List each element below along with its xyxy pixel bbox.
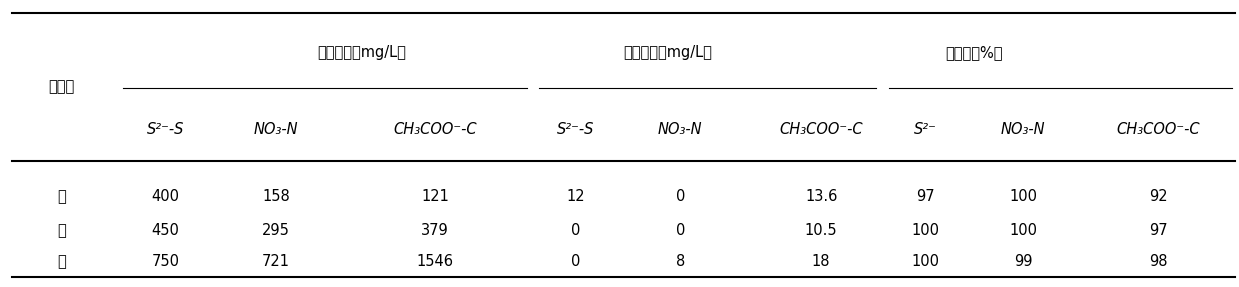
Text: 400: 400	[151, 189, 180, 204]
Text: 1546: 1546	[416, 254, 453, 269]
Text: 进水浓度（mg/L）: 进水浓度（mg/L）	[317, 45, 406, 60]
Text: CH₃COO⁻-C: CH₃COO⁻-C	[393, 122, 477, 137]
Text: CH₃COO⁻-C: CH₃COO⁻-C	[1116, 122, 1199, 137]
Text: S²⁻-S: S²⁻-S	[558, 122, 595, 137]
Text: 721: 721	[261, 254, 290, 269]
Text: 二: 二	[57, 223, 66, 238]
Text: 99: 99	[1014, 254, 1032, 269]
Text: 出水浓度（mg/L）: 出水浓度（mg/L）	[623, 45, 712, 60]
Text: S²⁻-S: S²⁻-S	[147, 122, 185, 137]
Text: 92: 92	[1149, 189, 1167, 204]
Text: 18: 18	[812, 254, 830, 269]
Text: NO₃-N: NO₃-N	[658, 122, 703, 137]
Text: 0: 0	[571, 254, 581, 269]
Text: 10.5: 10.5	[805, 223, 838, 238]
Text: 98: 98	[1149, 254, 1167, 269]
Text: 121: 121	[421, 189, 449, 204]
Text: 379: 379	[421, 223, 449, 238]
Text: 一: 一	[57, 189, 66, 204]
Text: 100: 100	[1010, 189, 1037, 204]
Text: 13.6: 13.6	[805, 189, 838, 204]
Text: 去除率（%）: 去除率（%）	[945, 45, 1004, 60]
Text: CH₃COO⁻-C: CH₃COO⁻-C	[779, 122, 862, 137]
Text: 100: 100	[1010, 223, 1037, 238]
Text: 97: 97	[916, 189, 934, 204]
Text: 0: 0	[571, 223, 581, 238]
Text: NO₃-N: NO₃-N	[254, 122, 299, 137]
Text: S²⁻: S²⁻	[914, 122, 937, 137]
Text: 实施例: 实施例	[48, 79, 74, 95]
Text: 450: 450	[151, 223, 180, 238]
Text: 三: 三	[57, 254, 66, 269]
Text: 12: 12	[566, 189, 585, 204]
Text: 158: 158	[261, 189, 290, 204]
Text: 0: 0	[675, 223, 685, 238]
Text: 0: 0	[675, 189, 685, 204]
Text: 100: 100	[912, 223, 939, 238]
Text: 750: 750	[151, 254, 180, 269]
Text: 295: 295	[261, 223, 290, 238]
Text: NO₃-N: NO₃-N	[1001, 122, 1046, 137]
Text: 100: 100	[912, 254, 939, 269]
Text: 8: 8	[675, 254, 685, 269]
Text: 97: 97	[1149, 223, 1167, 238]
